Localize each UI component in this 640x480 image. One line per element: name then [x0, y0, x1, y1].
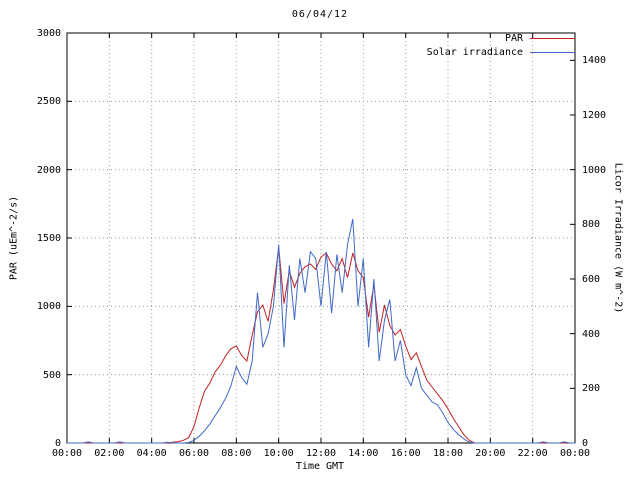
x-tick-label: 04:00 — [136, 448, 167, 459]
legend-label-par: PAR — [504, 32, 523, 44]
right-y-tick-label: 400 — [582, 328, 601, 340]
x-tick-label: 14:00 — [348, 448, 379, 459]
right-y-tick-label: 1000 — [582, 164, 607, 176]
right-y-tick-label: 1200 — [582, 110, 607, 121]
left-y-tick-label: 1000 — [36, 301, 61, 313]
left-y-tick-label: 500 — [42, 369, 61, 381]
left-y-tick-label: 3000 — [36, 28, 61, 39]
legend-line-irradiance-icon — [530, 51, 575, 53]
x-tick-label: 02:00 — [94, 448, 125, 459]
x-tick-label: 08:00 — [221, 448, 252, 459]
left-y-tick-label: 1500 — [36, 233, 61, 244]
series-line-solar-irradiance — [67, 218, 575, 444]
right-y-tick-label: 0 — [582, 438, 589, 449]
left-y-tick-label: 2500 — [36, 96, 61, 108]
x-tick-label: 00:00 — [51, 448, 83, 459]
right-y-tick-label: 1400 — [582, 55, 607, 67]
x-tick-label: 16:00 — [390, 448, 421, 459]
left-y-tick-label: 2000 — [36, 164, 61, 176]
right-y-tick-label: 800 — [582, 219, 601, 231]
legend-label-irradiance: Solar irradiance — [426, 46, 523, 58]
x-tick-label: 20:00 — [475, 448, 506, 459]
x-tick-label: 00:00 — [559, 448, 591, 459]
right-axis-title: Licor Irradiance (W m^-2) — [612, 162, 624, 314]
x-tick-label: 06:00 — [178, 448, 210, 459]
x-tick-label: 18:00 — [432, 448, 464, 459]
legend: PAR Solar irradiance — [427, 31, 575, 59]
legend-entry-irradiance: Solar irradiance — [427, 45, 575, 59]
legend-entry-par: PAR — [427, 31, 575, 45]
left-y-tick-label: 0 — [54, 438, 61, 449]
x-tick-label: 12:00 — [305, 448, 337, 459]
x-tick-label: 10:00 — [263, 448, 294, 459]
right-y-tick-label: 200 — [582, 383, 601, 395]
x-axis-title: Time GMT — [295, 461, 345, 472]
right-y-tick-label: 600 — [582, 274, 601, 285]
plot-title: 06/04/12 — [291, 9, 349, 20]
x-tick-label: 22:00 — [517, 448, 548, 459]
legend-line-par-icon — [530, 37, 575, 39]
